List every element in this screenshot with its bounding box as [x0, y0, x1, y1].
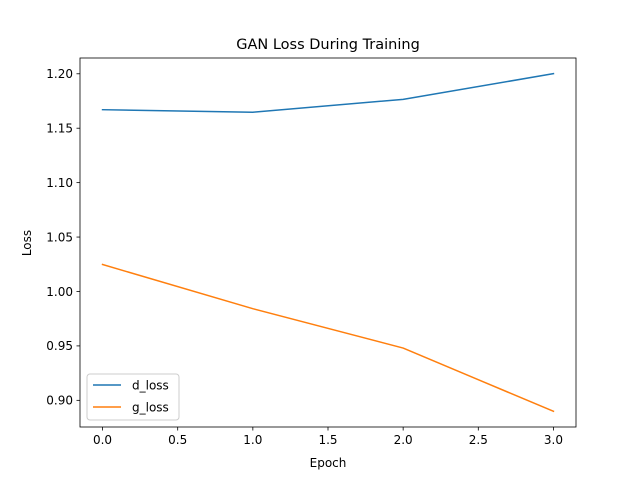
x-tick-label: 2.0: [394, 433, 413, 447]
y-tick-label: 0.90: [46, 394, 73, 408]
y-tick-label: 1.15: [46, 122, 73, 136]
series-layer: [101, 72, 555, 413]
legend: d_loss g_loss: [86, 373, 180, 421]
x-axis-label: Epoch: [310, 456, 347, 470]
x-tick-label: 0.5: [168, 433, 187, 447]
x-tick-label: 0.0: [93, 433, 112, 447]
series-line-g-loss: [101, 263, 555, 413]
y-tick-label: 1.10: [46, 176, 73, 190]
x-axis: 0.0 0.5 1.0 1.5 2.0 2.5 3.0: [93, 427, 563, 447]
x-tick-label: 1.0: [243, 433, 262, 447]
y-tick-label: 1.00: [46, 285, 73, 299]
chart-title: GAN Loss During Training: [236, 37, 420, 53]
series-line-d-loss: [101, 72, 555, 113]
y-axis: 0.90 0.95 1.00 1.05 1.10 1.15 1.20: [46, 67, 80, 408]
x-tick-label: 1.5: [318, 433, 337, 447]
x-tick-label: 2.5: [469, 433, 488, 447]
y-tick-label: 1.05: [46, 230, 73, 244]
legend-label-d-loss: d_loss: [132, 379, 169, 393]
y-axis-label: Loss: [20, 230, 34, 256]
x-tick-label: 3.0: [544, 433, 563, 447]
y-tick-label: 1.20: [46, 67, 73, 81]
legend-label-g-loss: g_loss: [132, 401, 169, 415]
y-tick-label: 0.95: [46, 339, 73, 353]
